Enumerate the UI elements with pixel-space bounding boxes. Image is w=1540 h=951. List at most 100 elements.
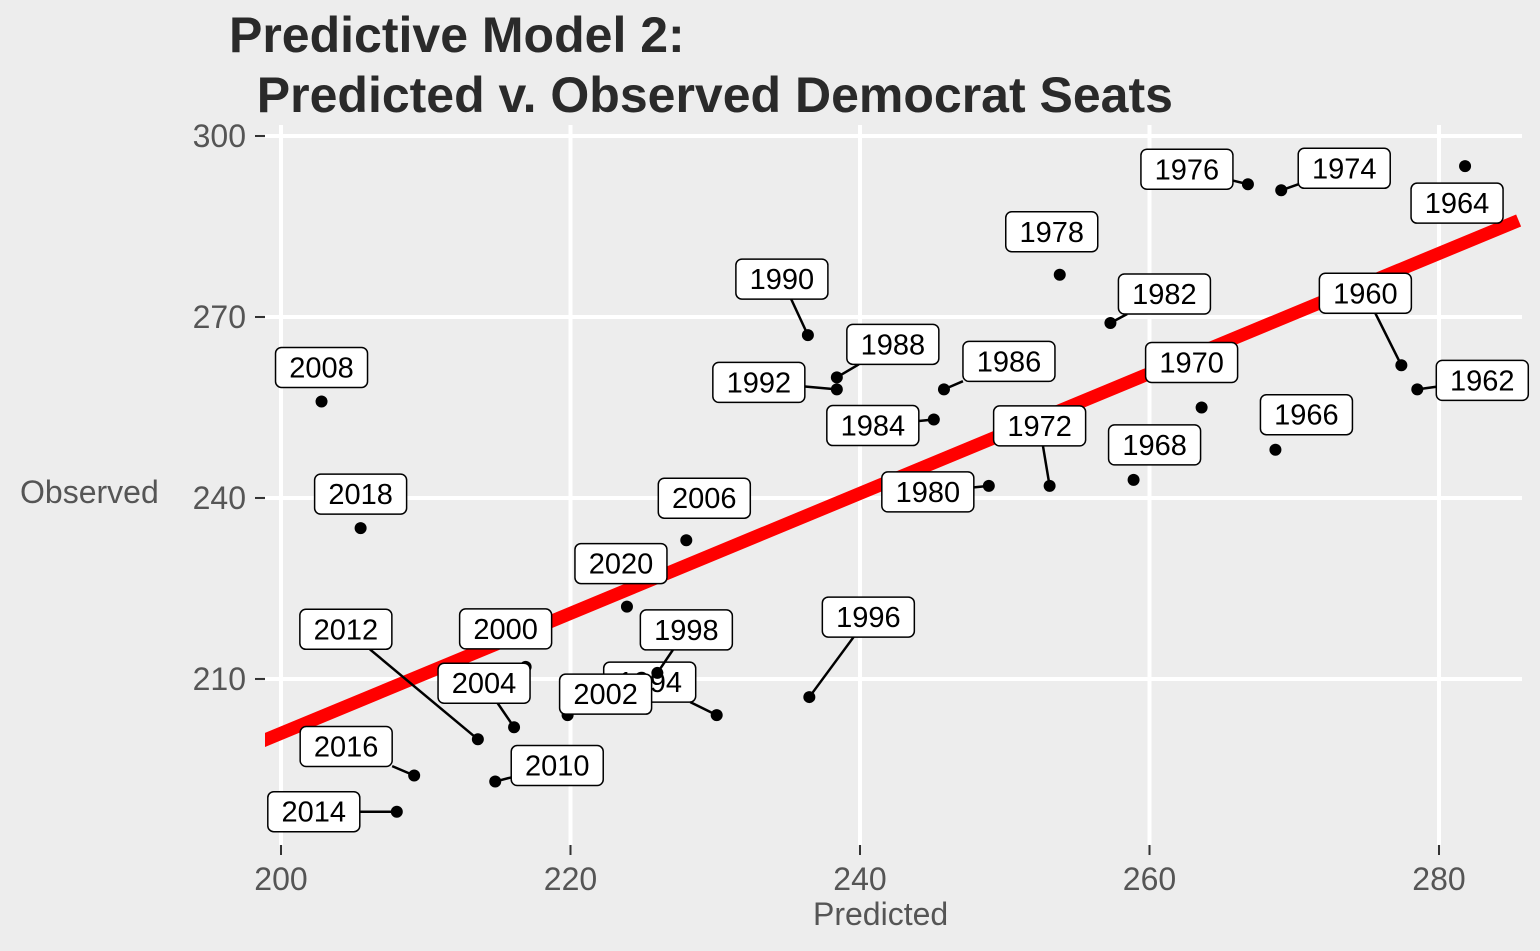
x-tick-label: 220 [544, 861, 597, 897]
data-point [983, 480, 995, 492]
point-label: 2020 [575, 544, 667, 584]
data-point [831, 371, 843, 383]
data-point [802, 329, 814, 341]
point-label-text: 2000 [473, 614, 538, 646]
y-tick-label: 240 [193, 480, 246, 516]
point-label-text: 2016 [314, 731, 379, 763]
point-label-text: 1972 [1007, 411, 1072, 443]
data-point [1044, 480, 1056, 492]
point-label-text: 1980 [896, 477, 961, 509]
data-point [355, 522, 367, 534]
point-label-text: 1988 [861, 329, 926, 361]
x-tick-label: 200 [254, 861, 307, 897]
point-label-text: 1964 [1425, 188, 1490, 220]
point-label: 2006 [658, 478, 750, 518]
data-point [1411, 383, 1423, 395]
point-label-text: 1982 [1132, 279, 1197, 311]
point-label-text: 1976 [1155, 154, 1220, 186]
data-point [1104, 317, 1116, 329]
x-tick-label: 240 [833, 861, 886, 897]
point-label: 2014 [268, 792, 360, 832]
data-point [651, 667, 663, 679]
data-point [621, 601, 633, 613]
label-leader-line [1043, 446, 1050, 486]
point-label-text: 2002 [573, 679, 638, 711]
point-label-text: 2020 [589, 549, 654, 581]
data-point [803, 691, 815, 703]
point-label: 2000 [460, 609, 552, 649]
point-label-text: 1986 [977, 346, 1042, 378]
point-label: 1988 [847, 324, 939, 364]
point-label: 1962 [1436, 360, 1528, 400]
x-tick-label: 280 [1412, 861, 1465, 897]
data-point [1395, 359, 1407, 371]
point-label-text: 1974 [1312, 153, 1377, 185]
label-leader-line [809, 637, 853, 697]
point-label: 1996 [822, 597, 914, 637]
point-label: 1990 [736, 259, 828, 299]
point-label: 1968 [1109, 425, 1201, 465]
label-leader-line [1375, 313, 1401, 365]
point-label-text: 1968 [1122, 430, 1187, 462]
point-label: 1976 [1141, 149, 1233, 189]
data-point [938, 383, 950, 395]
y-tick-label: 270 [193, 299, 246, 335]
point-label: 1998 [640, 610, 732, 650]
point-label: 2008 [276, 347, 368, 387]
data-point [1054, 269, 1066, 281]
point-label: 1984 [827, 406, 919, 446]
point-label-text: 2014 [282, 797, 347, 829]
point-label-text: 1962 [1450, 365, 1515, 397]
data-point [1196, 401, 1208, 413]
point-label: 1972 [994, 406, 1086, 446]
data-point [1459, 160, 1471, 172]
data-point [472, 733, 484, 745]
point-label-text: 1996 [836, 602, 901, 634]
data-point [831, 383, 843, 395]
point-label: 2010 [511, 746, 603, 786]
point-label: 2016 [300, 726, 392, 766]
point-label-text: 1998 [654, 615, 719, 647]
point-label: 2012 [300, 609, 392, 649]
point-label: 1980 [882, 472, 974, 512]
point-label-text: 1960 [1333, 278, 1398, 310]
data-point [928, 414, 940, 426]
data-point [408, 769, 420, 781]
data-point [391, 806, 403, 818]
point-label: 1986 [963, 341, 1055, 381]
point-label-text: 2018 [328, 479, 393, 511]
data-point [711, 709, 723, 721]
y-tick-label: 300 [193, 118, 246, 154]
point-label-text: 2006 [672, 483, 737, 515]
point-label: 2018 [315, 474, 407, 514]
point-label-text: 1978 [1019, 217, 1084, 249]
point-label: 1974 [1298, 148, 1390, 188]
point-label-text: 1966 [1274, 400, 1339, 432]
data-point [316, 395, 328, 407]
data-point [1128, 474, 1140, 486]
point-label: 2004 [438, 663, 530, 703]
point-label-text: 2008 [289, 352, 354, 384]
data-point [1269, 444, 1281, 456]
data-point [1275, 184, 1287, 196]
point-label-text: 1984 [841, 411, 906, 443]
point-label: 1966 [1260, 395, 1352, 435]
point-label: 1982 [1118, 274, 1210, 314]
point-label-text: 2004 [452, 668, 517, 700]
data-point [489, 776, 501, 788]
data-point [680, 534, 692, 546]
point-label: 1960 [1319, 273, 1411, 313]
data-point [1242, 178, 1254, 190]
y-tick-label: 210 [193, 661, 246, 697]
point-label: 1970 [1146, 342, 1238, 382]
point-label-text: 1970 [1159, 347, 1224, 379]
point-label-text: 1990 [750, 264, 815, 296]
x-tick-label: 260 [1123, 861, 1176, 897]
x-axis-title: Predicted [813, 898, 948, 930]
point-label-text: 2010 [525, 751, 590, 783]
point-label-text: 2012 [314, 614, 379, 646]
point-label: 2002 [560, 674, 652, 714]
point-label: 1992 [713, 362, 805, 402]
